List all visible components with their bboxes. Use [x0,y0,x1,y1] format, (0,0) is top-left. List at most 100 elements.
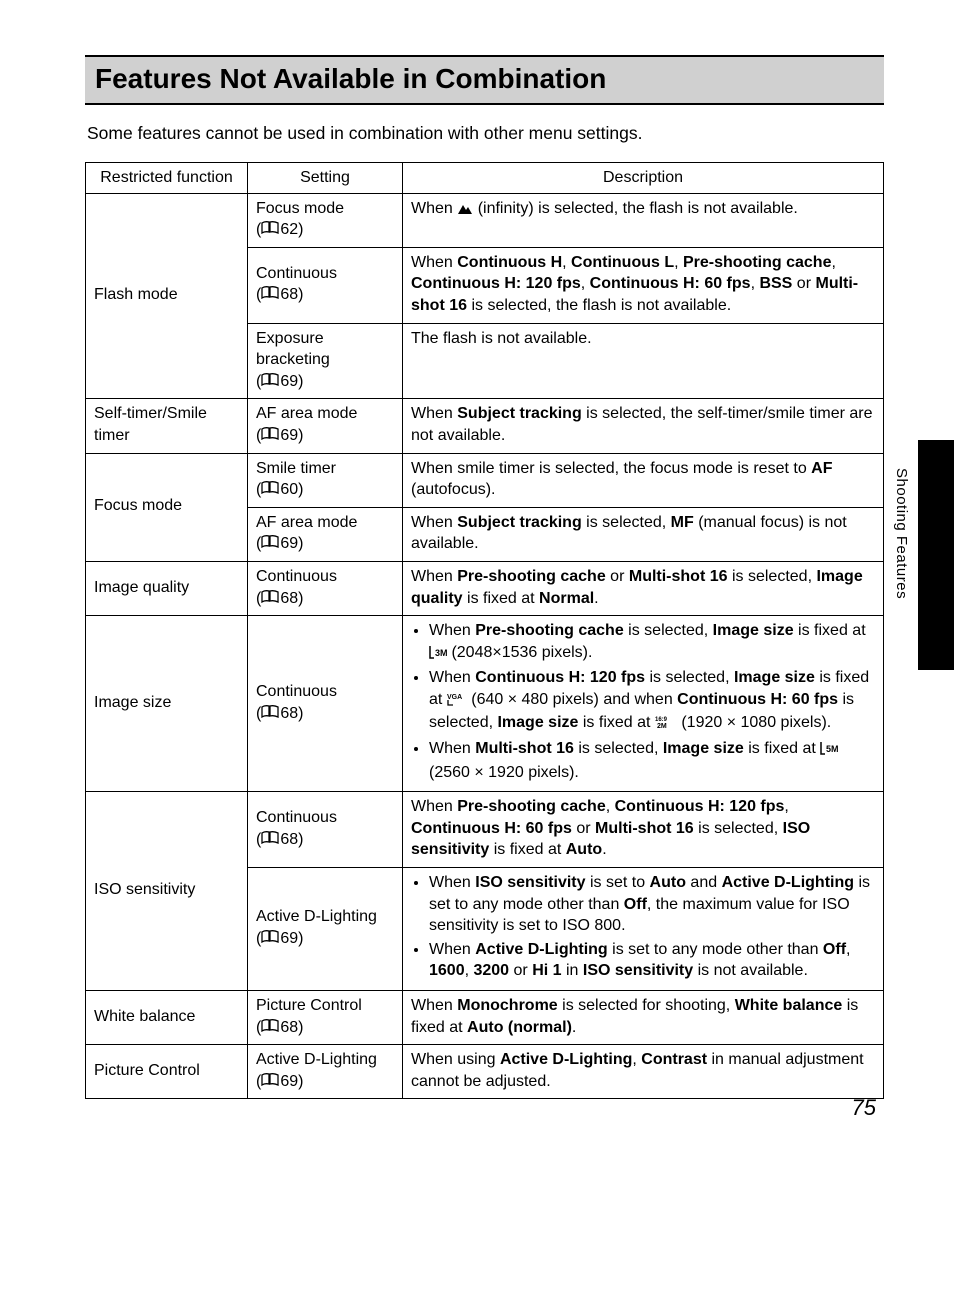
af-icon: AF [811,460,832,477]
table-row: Picture Control Active D-Lighting (69) W… [86,1045,884,1099]
page-ref: 68 [261,588,298,610]
setting-cell: Focus mode (62) [248,193,403,247]
setting-cell: AF area mode (69) [248,399,403,453]
setting-cell: AF area mode (69) [248,507,403,561]
setting-name: AF area mode [256,405,357,422]
setting-name: Smile timer [256,460,336,477]
func-cell: Image quality [86,561,248,615]
desc-cell: When smile timer is selected, the focus … [403,453,884,507]
desc-cell: When Pre-shooting cache, Continuous H: 1… [403,792,884,868]
setting-name: Continuous [256,568,337,585]
page-number-ref: 68 [280,1017,298,1039]
setting-name: AF area mode [256,514,357,531]
setting-cell: Exposure bracketing (69) [248,323,403,399]
page-ref: 62 [261,219,298,241]
desc-cell: When Pre-shooting cache is selected, Ima… [403,616,884,792]
table-row: White balance Picture Control (68) When … [86,991,884,1045]
page-ref: 69 [261,1071,298,1093]
svg-text:VGA: VGA [447,694,462,701]
desc-cell: When Subject tracking is selected, the s… [403,399,884,453]
manual-page: Features Not Available in Combination So… [0,0,954,1139]
header-setting: Setting [248,163,403,194]
setting-cell: Smile timer (60) [248,453,403,507]
setting-name: Exposure bracketing [256,330,330,369]
func-cell: Flash mode [86,193,248,399]
page-ref: 69 [261,371,298,393]
size-5m-icon: 5M [820,740,838,762]
desc-cell: When Subject tracking is selected, MF (m… [403,507,884,561]
page-ref: 60 [261,479,298,501]
table-header-row: Restricted function Setting Description [86,163,884,194]
setting-name: Continuous [256,683,337,700]
desc-cell: When (infinity) is selected, the flash i… [403,193,884,247]
svg-text:2M: 2M [657,723,667,729]
setting-name: Continuous [256,809,337,826]
page-ref: 69 [261,425,298,447]
page-number-ref: 68 [280,284,298,306]
func-cell: White balance [86,991,248,1045]
size-vga-icon: VGA [447,691,467,713]
page-number-ref: 68 [280,588,298,610]
page-ref: 69 [261,928,298,950]
page-number-ref: 62 [280,219,298,241]
book-icon [261,590,279,603]
list-item: When Pre-shooting cache is selected, Ima… [429,620,875,665]
table-row: ISO sensitivity Continuous (68) When Pre… [86,792,884,868]
size-169-2m-icon: 16:92M [655,714,677,736]
page-number-ref: 68 [280,829,298,851]
svg-text:3M: 3M [435,648,447,658]
chapter-label: Shooting Features [893,468,910,599]
setting-cell: Active D-Lighting (69) [248,868,403,991]
book-icon [261,373,279,386]
desc-cell: When Pre-shooting cache or Multi-shot 16… [403,561,884,615]
book-icon [261,427,279,440]
page-ref: 68 [261,284,298,306]
setting-name: Active D-Lighting [256,1051,377,1068]
list-item: When ISO sensitivity is set to Auto and … [429,872,875,937]
setting-cell: Picture Control (68) [248,991,403,1045]
table-row: Image size Continuous (68) When Pre-shoo… [86,616,884,792]
page-ref: 68 [261,703,298,725]
table-row: Flash mode Focus mode (62) When (infinit… [86,193,884,247]
setting-name: Focus mode [256,200,344,217]
book-icon [261,1019,279,1032]
desc-cell: When Monochrome is selected for shooting… [403,991,884,1045]
section-title: Features Not Available in Combination [95,63,874,95]
page-number-ref: 69 [280,425,298,447]
book-icon [261,831,279,844]
table-row: Focus mode Smile timer (60) When smile t… [86,453,884,507]
book-icon [261,286,279,299]
page-number-ref: 69 [280,1071,298,1093]
func-cell: Picture Control [86,1045,248,1099]
header-description: Description [403,163,884,194]
page-number: 75 [852,1095,876,1121]
table-row: Self-timer/Smile timer AF area mode (69)… [86,399,884,453]
setting-cell: Active D-Lighting (69) [248,1045,403,1099]
book-icon [261,1073,279,1086]
svg-text:5M: 5M [826,744,838,754]
desc-cell: The flash is not available. [403,323,884,399]
header-function: Restricted function [86,163,248,194]
mf-icon: MF [671,514,694,531]
book-icon [261,705,279,718]
desc-cell: When Continuous H, Continuous L, Pre-sho… [403,247,884,323]
desc-cell: When using Active D-Lighting, Contrast i… [403,1045,884,1099]
func-cell: Focus mode [86,453,248,561]
intro-text: Some features cannot be used in combinat… [85,123,884,144]
func-cell: ISO sensitivity [86,792,248,991]
restrictions-table: Restricted function Setting Description … [85,162,884,1099]
section-title-bar: Features Not Available in Combination [85,55,884,105]
page-number-ref: 69 [280,533,298,555]
side-tab [918,440,954,670]
book-icon [261,481,279,494]
list-item: When Active D-Lighting is set to any mod… [429,939,875,982]
book-icon [261,221,279,234]
page-number-ref: 69 [280,371,298,393]
setting-cell: Continuous (68) [248,792,403,868]
page-ref: 69 [261,533,298,555]
page-ref: 68 [261,1017,298,1039]
setting-cell: Continuous (68) [248,616,403,792]
mountain-icon [457,200,473,222]
setting-cell: Continuous (68) [248,561,403,615]
func-cell: Self-timer/Smile timer [86,399,248,453]
